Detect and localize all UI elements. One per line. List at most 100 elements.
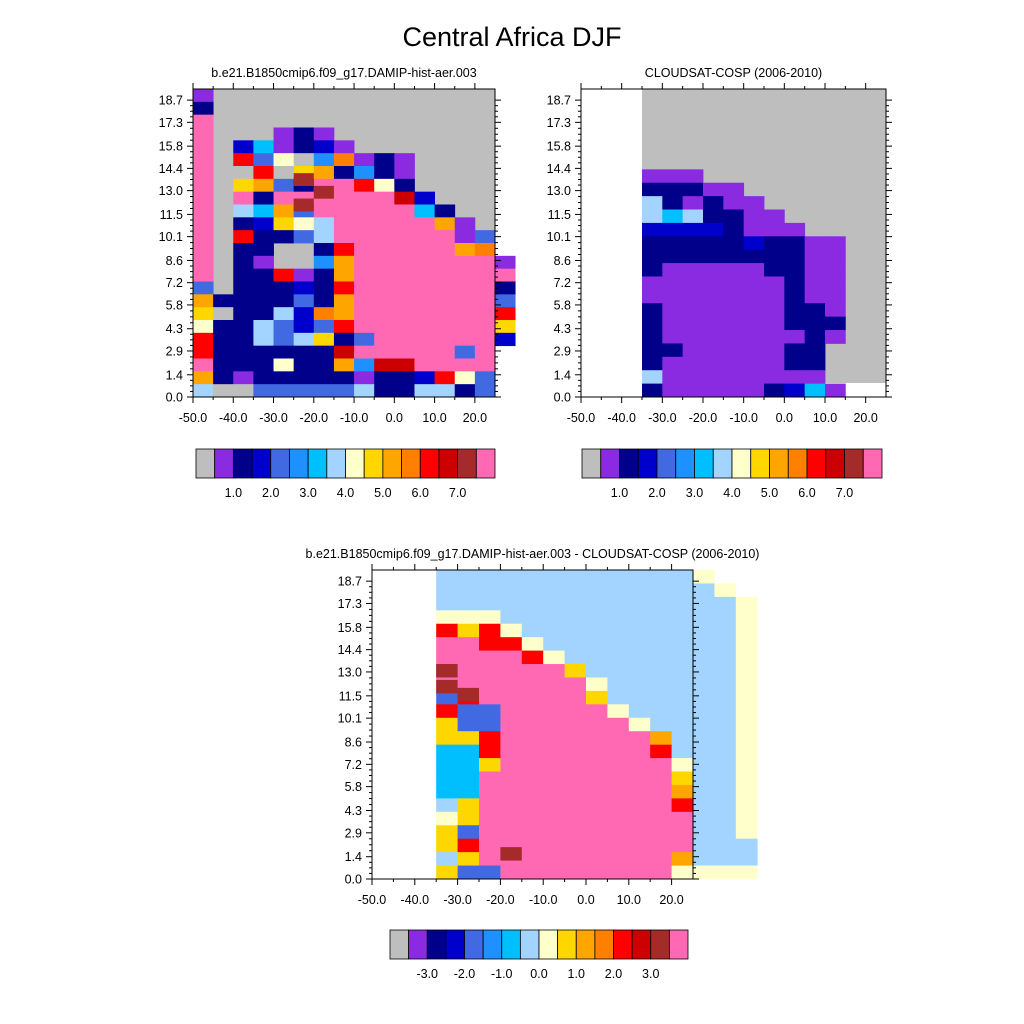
heatmap-cell (586, 677, 608, 692)
heatmap-cell (743, 249, 765, 264)
heatmap-cell (671, 704, 694, 719)
heatmap-cell (723, 316, 745, 331)
colorbar-label: 7.0 (836, 486, 853, 500)
heatmap-cell (193, 166, 214, 180)
heatmap-cell (735, 596, 758, 611)
heatmap-cell (500, 690, 523, 705)
heatmap-cell (521, 650, 544, 665)
heatmap-cell (521, 570, 544, 584)
heatmap-cell (564, 784, 587, 799)
heatmap-cell (273, 204, 295, 218)
colorbar-swatch (326, 448, 346, 479)
heatmap-cell (764, 370, 785, 385)
heatmap-cell (500, 811, 523, 826)
heatmap-cell (293, 268, 315, 282)
heatmap-cell (764, 249, 785, 264)
heatmap-cell (213, 332, 234, 347)
heatmap-cell (273, 191, 295, 205)
heatmap-cell (521, 784, 544, 799)
colorbar-swatch (675, 448, 695, 479)
heatmap-cell (662, 182, 684, 197)
heatmap-cell (735, 798, 758, 813)
heatmap-cell (714, 798, 737, 813)
panel-cloudsat: CLOUDSAT-COSP (2006-2010) 0.0 1.4 2.9 4.3 5.8… (547, 66, 892, 500)
x-tick-label: 10.0 (617, 893, 641, 907)
y-tick-label: 10.1 (547, 230, 571, 244)
heatmap-cell (703, 343, 724, 358)
heatmap-cell (607, 570, 630, 584)
heatmap-cell (743, 370, 765, 385)
heatmap-cell (564, 623, 587, 638)
heatmap-cell (743, 209, 765, 224)
heatmap-cell (662, 276, 684, 291)
y-tick-label: 11.5 (548, 208, 571, 222)
heatmap-cell (586, 610, 608, 625)
heatmap-cell (436, 650, 458, 665)
heatmap-cell (436, 570, 458, 584)
heatmap-cell (193, 243, 214, 257)
heatmap-cell (457, 596, 480, 611)
heatmap-cell (434, 384, 456, 398)
heatmap-cell (273, 358, 295, 372)
heatmap-cell (233, 281, 254, 295)
heatmap-cell (293, 140, 315, 154)
heatmap-cell (521, 690, 544, 705)
heatmap-cell (784, 383, 806, 398)
heatmap-cell (671, 610, 694, 625)
heatmap-cell (543, 596, 565, 611)
heatmap-cell (253, 166, 274, 180)
heatmap-cell (564, 637, 587, 652)
heatmap-cell (804, 289, 826, 304)
heatmap-cell (784, 316, 806, 331)
heatmap-cell (825, 303, 846, 318)
heatmap-cell (723, 222, 745, 237)
heatmap-cell (434, 332, 456, 347)
heatmap-cell (642, 169, 663, 184)
heatmap-cell (521, 811, 544, 826)
heatmap-cell (671, 838, 694, 853)
heatmap-cell (500, 583, 523, 598)
heatmap-cell (671, 570, 694, 584)
heatmap-cell (394, 358, 415, 372)
heatmap-cell (650, 583, 672, 598)
heatmap-cell (607, 771, 630, 786)
heatmap-cell (703, 276, 724, 291)
heatmap-cell (333, 166, 355, 180)
heatmap-cell (543, 664, 565, 678)
heatmap-cell (650, 771, 672, 786)
heatmap-cell (671, 637, 694, 652)
colorbar-swatch (862, 448, 883, 479)
heatmap-cell (564, 731, 587, 746)
heatmap-cell (394, 332, 415, 347)
heatmap-cell (374, 191, 395, 205)
heatmap-cell (521, 583, 544, 598)
heatmap-cell (642, 343, 663, 358)
heatmap-cell (253, 217, 274, 231)
heatmap-cell (564, 771, 587, 786)
heatmap-cell (714, 690, 737, 705)
heatmap-cell (804, 263, 826, 277)
heatmap-cell (500, 637, 523, 652)
y-tick-label: 18.7 (159, 94, 183, 108)
heatmap-cell (784, 263, 806, 277)
heatmap-cell (628, 865, 651, 880)
heatmap-cell (474, 320, 496, 334)
heatmap-cell (642, 289, 663, 304)
y-tick-label: 8.6 (345, 736, 362, 750)
heatmap-cell (253, 294, 274, 308)
heatmap-cell (474, 243, 496, 257)
heatmap-cell (414, 191, 435, 205)
x-tick-label: -20.0 (689, 411, 718, 425)
heatmap-cell (374, 384, 395, 398)
heatmap-cell (436, 798, 458, 813)
heatmap-cell (650, 637, 672, 652)
heatmap-cell (474, 230, 496, 244)
heatmap-cell (607, 623, 630, 638)
colorbar-swatch (581, 448, 602, 479)
heatmap-cell (671, 677, 694, 692)
heatmap-cell (671, 825, 694, 840)
heatmap-cell (273, 384, 295, 398)
heatmap-cell (650, 731, 672, 746)
heatmap-cell (253, 140, 274, 154)
heatmap-cell (253, 345, 274, 359)
